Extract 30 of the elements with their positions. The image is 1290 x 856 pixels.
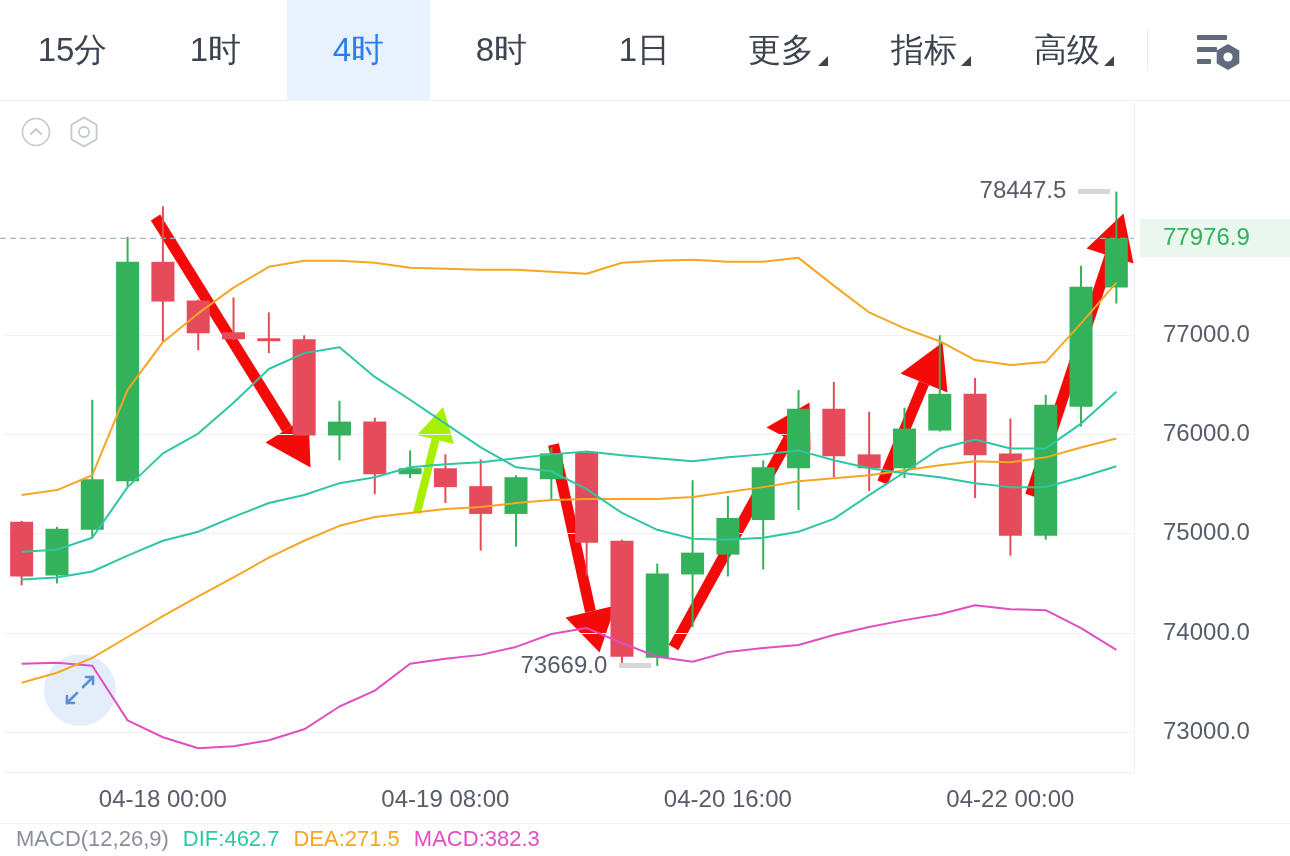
y-tick-label: 73000.0 xyxy=(1163,716,1250,744)
x-tick-label: 04-19 08:00 xyxy=(381,785,510,813)
x-tick-label: 04-20 16:00 xyxy=(663,785,792,813)
candlestick xyxy=(857,410,881,493)
candlestick xyxy=(222,296,246,342)
candlestick xyxy=(681,479,705,629)
x-tick-label: 04-18 00:00 xyxy=(98,785,227,813)
y-tick-label: 75000.0 xyxy=(1163,518,1250,546)
ref-line-label: 77976.9 xyxy=(1163,222,1250,250)
text: MACD(12,26,9) xyxy=(16,826,169,851)
y-tick-label: 77000.0 xyxy=(1163,319,1250,347)
candlestick xyxy=(327,399,351,462)
y-tick-label: 76000.0 xyxy=(1163,419,1250,447)
text: 1时 xyxy=(189,29,242,70)
text: 1日 xyxy=(618,29,671,70)
text: MACD:382.3 xyxy=(413,826,540,851)
text: 8时 xyxy=(475,29,528,70)
text: 15分 xyxy=(37,29,108,70)
annotation: 78447.5 xyxy=(979,176,1067,204)
y-tick-label: 74000.0 xyxy=(1163,617,1250,645)
text: 指标 xyxy=(890,29,957,70)
x-tick-label: 04-22 00:00 xyxy=(946,785,1075,813)
text: 更多 xyxy=(747,29,814,70)
annotation: 73669.0 xyxy=(520,650,608,678)
candlestick xyxy=(257,311,281,355)
text: 4时 xyxy=(332,29,385,70)
candlestick xyxy=(433,453,457,505)
text: DEA:271.5 xyxy=(293,826,400,851)
text: 高级 xyxy=(1033,29,1100,70)
text: DIF:462.7 xyxy=(182,826,280,851)
